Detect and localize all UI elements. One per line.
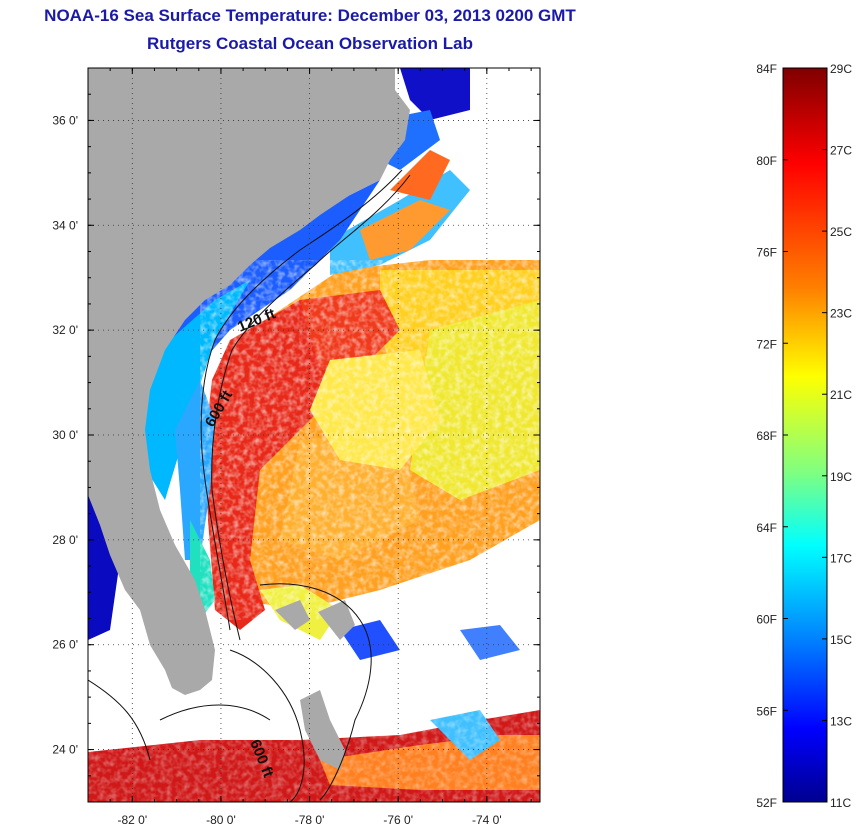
lon-tick-label: -80 0' <box>206 813 236 827</box>
colorbar-f-label: 60F <box>756 613 777 627</box>
colorbar-c-label: 23C <box>830 307 852 321</box>
graticule <box>88 68 540 802</box>
colorbar-c-label: 25C <box>830 225 852 239</box>
lat-tick-label: 34 0' <box>52 218 78 232</box>
colorbar-c-label: 19C <box>830 470 852 484</box>
colorbar-f-label: 68F <box>756 429 777 443</box>
colorbar-f-label: 64F <box>756 521 777 535</box>
lat-tick-label: 28 0' <box>52 533 78 547</box>
lat-tick-label: 24 0' <box>52 743 78 757</box>
lon-tick-label: -78 0' <box>295 813 325 827</box>
lon-tick-label: -74 0' <box>472 813 502 827</box>
map-title: NOAA-16 Sea Surface Temperature: Decembe… <box>44 6 576 25</box>
map-subtitle: Rutgers Coastal Ocean Observation Lab <box>147 34 473 53</box>
colorbar-c-label: 21C <box>830 388 852 402</box>
colorbar-c-label: 29C <box>830 62 852 76</box>
land <box>88 68 410 770</box>
lon-tick-label: -82 0' <box>117 813 147 827</box>
colorbar-c-label: 15C <box>830 633 852 647</box>
colorbar-f-label: 52F <box>756 796 777 810</box>
lat-tick-label: 36 0' <box>52 113 78 127</box>
colorbar-f-label: 84F <box>756 62 777 76</box>
colorbar-f-label: 56F <box>756 704 777 718</box>
map-axes: -82 0' -80 0' -78 0' -76 0' -74 0' 36 0' 34 0'… <box>52 67 540 827</box>
colorbar-f-label: 76F <box>756 246 777 260</box>
colorbar: 84F 80F 76F 72F 68F 64F 60F 56F 52F 29C 27C 25C 23C… <box>756 62 852 810</box>
bathymetry-contours <box>88 169 411 802</box>
colorbar-c-label: 27C <box>830 144 852 158</box>
lat-tick-label: 32 0' <box>52 323 78 337</box>
lat-tick-label: 26 0' <box>52 638 78 652</box>
lon-tick-label: -76 0' <box>383 813 413 827</box>
colorbar-c-label: 13C <box>830 714 852 728</box>
colorbar-f-label: 80F <box>756 154 777 168</box>
colorbar-c-label: 11C <box>830 796 851 810</box>
lat-tick-label: 30 0' <box>52 428 78 442</box>
colorbar-f-label: 72F <box>756 337 777 351</box>
colorbar-gradient <box>782 67 828 803</box>
colorbar-c-label: 17C <box>830 551 852 565</box>
